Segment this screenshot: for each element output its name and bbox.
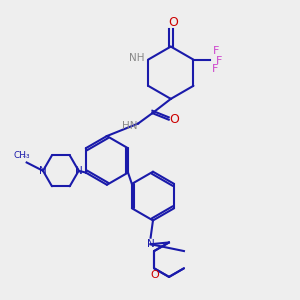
Text: NH: NH: [129, 53, 145, 63]
Text: F: F: [213, 46, 220, 56]
Text: methyl: methyl: [23, 155, 28, 157]
Text: F: F: [216, 56, 223, 66]
Text: O: O: [150, 270, 159, 280]
Text: N: N: [39, 166, 47, 176]
Text: F: F: [212, 64, 218, 74]
Text: O: O: [168, 16, 178, 29]
Text: CH₃: CH₃: [14, 152, 31, 160]
Text: N: N: [147, 239, 154, 249]
Text: N: N: [75, 166, 83, 176]
Text: O: O: [170, 113, 180, 126]
Text: HN: HN: [122, 121, 137, 131]
